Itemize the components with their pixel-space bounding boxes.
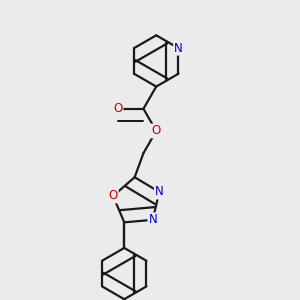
Text: N: N xyxy=(155,185,164,199)
Text: N: N xyxy=(174,42,183,55)
Text: N: N xyxy=(148,213,157,226)
Text: O: O xyxy=(109,190,118,202)
Text: O: O xyxy=(152,124,161,137)
Text: O: O xyxy=(113,102,122,115)
